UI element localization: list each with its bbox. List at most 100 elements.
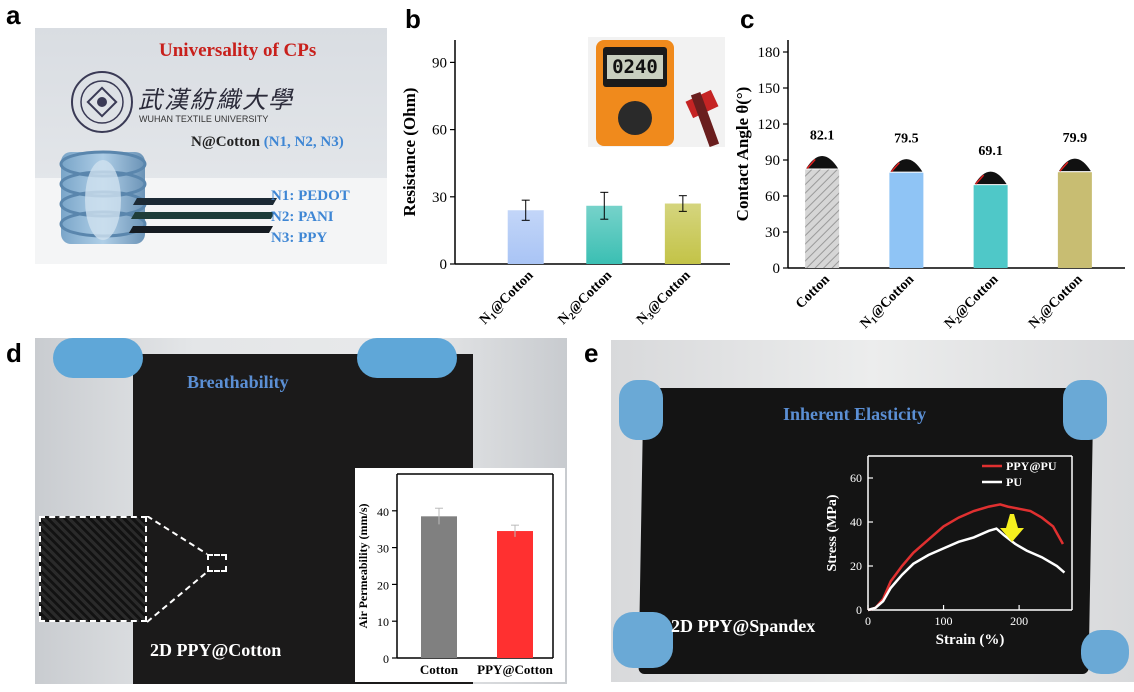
y-axis-label: Resistance (Ohm) (400, 88, 419, 217)
y-tick-label: 60 (432, 123, 447, 139)
bar-N3@Cotton (664, 203, 701, 264)
x-tick-label: Cotton (793, 272, 833, 312)
contact-angle-mark (1059, 161, 1069, 172)
legend-n-list: N1: PEDOT N2: PANI N3: PPY (271, 186, 350, 249)
series-PU (867, 527, 1066, 612)
bottom-right-glove (1081, 630, 1129, 674)
sample-label-main: N@Cotton (191, 134, 260, 150)
y-tick-label: 30 (377, 542, 389, 556)
bar-Cotton (805, 169, 840, 268)
x-tick-label: N3@Cotton (1026, 272, 1087, 332)
sample-label: N@Cotton (N1, N2, N3) (191, 134, 344, 151)
y-tick-label: 150 (758, 81, 781, 97)
legend-n1: N1: PEDOT (271, 188, 350, 204)
panel-letter-a: a (6, 0, 21, 30)
top-right-glove (1063, 380, 1107, 440)
series-PPY@PU (867, 503, 1065, 612)
y-tick-label: 90 (432, 55, 447, 71)
fabric-roll-icon (59, 150, 147, 244)
y-axis-label: Contact Angle θ(°) (733, 87, 752, 222)
multimeter-photo: 0240 (588, 37, 725, 147)
x-axis-label: Strain (%) (936, 632, 1005, 648)
bar-Cotton (421, 516, 457, 658)
right-glove (357, 338, 457, 378)
x-tick-label: 0 (865, 614, 871, 628)
x-tick-label: N1@Cotton (858, 272, 919, 332)
fabric-strip-ppy (128, 226, 274, 233)
zoom-region-marker (207, 554, 227, 572)
breathability-title: Breathability (187, 372, 289, 392)
contact-angle-mark (975, 174, 985, 185)
ppy-cotton-caption: 2D PPY@Cotton (150, 640, 282, 660)
bar-N3@Cotton (1057, 172, 1092, 268)
legend-label: PPY@PU (1006, 459, 1057, 473)
bottom-left-glove (613, 612, 673, 668)
y-tick-label: 0 (383, 652, 389, 666)
x-tick-label: PPY@Cotton (477, 662, 553, 677)
x-tick-label: Cotton (420, 662, 459, 677)
university-logo-icon (71, 71, 133, 133)
x-tick-label: 100 (935, 614, 953, 628)
resistance-chart: 0 30 60 90 Resistance (Ohm) N1@Cotton N2@Cotto… (400, 40, 730, 329)
multimeter-reading: 0240 (607, 55, 663, 79)
y-tick-label: 30 (432, 190, 447, 206)
y-tick-label: 120 (758, 117, 781, 133)
bar-N1@Cotton (889, 172, 924, 268)
top-left-glove (619, 380, 663, 440)
stress-strain-chart: 0 20 40 60 0 100 200 Strain (%) Stress (MPa) PPY@… (825, 455, 1073, 648)
panel-letter-b: b (405, 4, 421, 34)
legend-label: PU (1006, 475, 1022, 489)
y-tick-label: 0 (856, 603, 862, 617)
panel-e-photo: Inherent Elasticity 2D PPY@Spandex (611, 340, 1134, 682)
contact-angle-mark (890, 162, 900, 173)
y-tick-label: 20 (377, 578, 389, 592)
y-tick-label: 30 (765, 225, 780, 241)
y-axis-label: Air Permeability (mm/s) (356, 503, 370, 628)
y-tick-label: 20 (850, 559, 862, 573)
fabric-zoom-inset (39, 516, 147, 622)
university-name-en: WUHAN TEXTILE UNIVERSITY (139, 114, 269, 124)
fabric-strip-pani (130, 212, 276, 219)
x-tick-label: N1@Cotton (477, 268, 538, 329)
x-tick-label: N2@Cotton (942, 272, 1003, 332)
panel-d-photo: Breathability 2D PPY@Cotton (35, 338, 567, 684)
x-tick-label: N2@Cotton (556, 268, 617, 329)
air-permeability-chart: 0 10 20 30 40 Air Permeability (mm/s) Cotton PP… (356, 473, 554, 677)
y-tick-label: 0 (440, 257, 448, 273)
data-label: 79.9 (1063, 131, 1088, 146)
y-axis-label: Stress (MPa) (825, 494, 840, 571)
increase-arrow-icon (1000, 514, 1024, 542)
sample-label-sub: (N1, N2, N3) (263, 134, 344, 150)
x-tick-label: N3@Cotton (634, 268, 695, 329)
multimeter-screen: 0240 (603, 47, 667, 87)
y-tick-label: 0 (773, 261, 781, 277)
y-tick-label: 40 (377, 505, 389, 519)
contact-angle-chart: 0 30 60 90 120 150 180 Contact Angle θ(°) 82.1 Co… (733, 40, 1125, 332)
panel-letter-d: d (6, 338, 22, 368)
x-tick-label: 200 (1010, 614, 1028, 628)
water-droplet-icon (974, 171, 1007, 185)
bar-PPY@Cotton (497, 531, 533, 658)
y-tick-label: 180 (758, 45, 781, 61)
water-droplet-icon (890, 159, 923, 172)
ppy-spandex-caption: 2D PPY@Spandex (671, 616, 816, 636)
zoom-guide-lines (147, 516, 208, 623)
water-droplet-icon (806, 155, 839, 169)
y-tick-label: 40 (850, 515, 862, 529)
y-tick-label: 60 (850, 471, 862, 485)
y-tick-label: 10 (377, 615, 389, 629)
elasticity-title: Inherent Elasticity (783, 404, 927, 424)
multimeter-dial-icon (618, 101, 652, 135)
data-label: 82.1 (810, 128, 835, 143)
panel-a-title: Universality of CPs (159, 40, 317, 61)
left-glove (53, 338, 143, 378)
panel-letter-e: e (584, 338, 599, 368)
fabric-strip-pedot (132, 198, 278, 205)
legend-n3: N3: PPY (271, 230, 328, 246)
y-tick-label: 60 (765, 189, 780, 205)
data-label: 79.5 (894, 132, 919, 147)
contact-angle-mark (806, 158, 816, 169)
panel-a-photo: Universality of CPs 武漢紡織大學 WUHAN TEXTILE… (35, 28, 387, 264)
bar-N2@Cotton (973, 185, 1008, 268)
panel-letter-c: c (740, 4, 755, 34)
